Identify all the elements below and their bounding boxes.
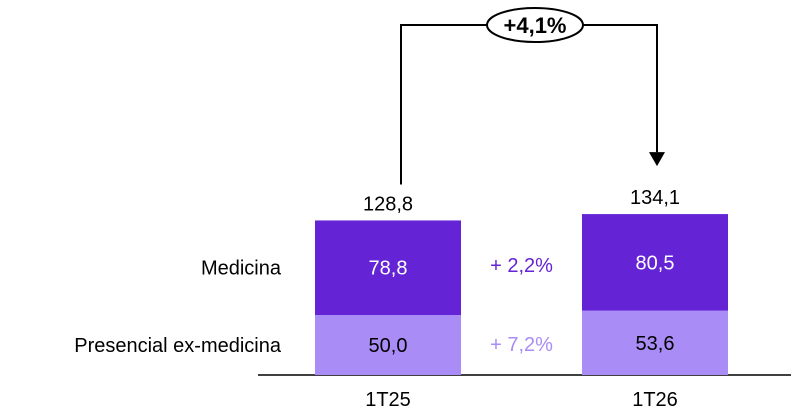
series-label: Presencial ex-medicina: [74, 335, 282, 357]
series-label: Medicina: [201, 258, 282, 280]
x-tick-label: 1T25: [365, 389, 411, 411]
bar-presencial-ex-medicina-1t26: [582, 310, 728, 375]
growth-label: + 7,2%: [490, 334, 553, 356]
x-tick-label: 1T26: [632, 389, 678, 411]
data-label: 80,5: [636, 252, 675, 274]
total-label: 134,1: [630, 187, 680, 209]
data-label: 53,6: [636, 333, 675, 355]
growth-label: + 2,2%: [490, 255, 553, 277]
data-label: 50,0: [369, 335, 408, 357]
total-growth-label: +4,1%: [504, 13, 567, 38]
growth-arrow-head: [649, 152, 665, 167]
data-label: 78,8: [369, 258, 408, 280]
growth-bracket-line: [400, 24, 658, 185]
bar-medicina-1t26: [582, 214, 728, 311]
bar-medicina-1t25: [315, 220, 461, 315]
bar-presencial-ex-medicina-1t25: [315, 315, 461, 375]
total-label: 128,8: [363, 193, 413, 215]
total-growth-oval: [486, 7, 584, 43]
